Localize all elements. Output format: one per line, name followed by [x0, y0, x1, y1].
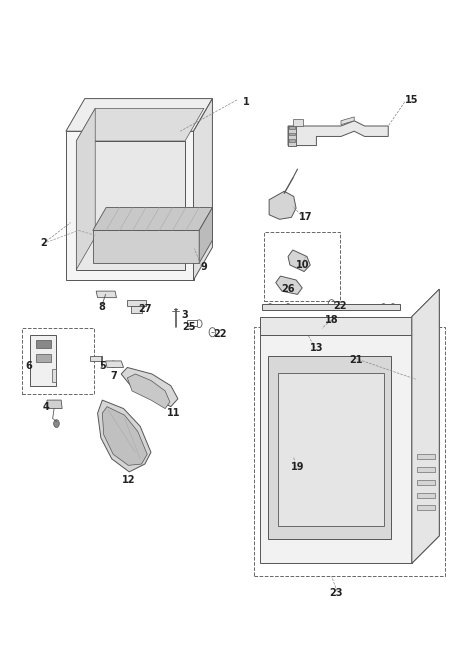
Polygon shape: [288, 250, 310, 271]
Text: 21: 21: [349, 354, 363, 365]
Polygon shape: [412, 289, 439, 563]
Polygon shape: [289, 133, 295, 135]
Polygon shape: [66, 99, 212, 131]
Circle shape: [391, 303, 395, 310]
Text: 13: 13: [310, 343, 323, 353]
Polygon shape: [30, 335, 56, 386]
Text: 1: 1: [243, 97, 250, 107]
Polygon shape: [262, 303, 400, 310]
Circle shape: [268, 303, 273, 310]
Text: 10: 10: [295, 260, 309, 270]
Polygon shape: [76, 109, 95, 269]
Polygon shape: [66, 131, 193, 280]
Text: 17: 17: [299, 213, 312, 222]
Text: 23: 23: [329, 588, 343, 598]
Polygon shape: [289, 139, 295, 142]
Polygon shape: [128, 300, 146, 306]
Text: 8: 8: [99, 302, 106, 313]
Polygon shape: [199, 207, 212, 263]
Circle shape: [71, 139, 78, 148]
Polygon shape: [96, 291, 117, 298]
Polygon shape: [193, 99, 212, 280]
Polygon shape: [187, 320, 197, 326]
Polygon shape: [412, 289, 439, 335]
Polygon shape: [288, 126, 296, 146]
Text: 7: 7: [111, 371, 118, 381]
Polygon shape: [52, 370, 56, 383]
Circle shape: [182, 139, 188, 148]
Polygon shape: [341, 117, 354, 125]
Polygon shape: [417, 454, 435, 459]
Polygon shape: [90, 356, 102, 361]
Text: 27: 27: [138, 303, 152, 314]
Circle shape: [209, 328, 216, 337]
Circle shape: [300, 131, 307, 142]
Text: 26: 26: [281, 284, 295, 294]
Polygon shape: [268, 356, 391, 539]
Circle shape: [54, 420, 59, 428]
Circle shape: [182, 264, 188, 273]
Polygon shape: [260, 335, 412, 563]
Circle shape: [196, 320, 202, 328]
Text: 22: 22: [214, 328, 227, 339]
Polygon shape: [36, 354, 51, 362]
Text: 2: 2: [40, 239, 46, 249]
Polygon shape: [417, 504, 435, 509]
Circle shape: [268, 322, 274, 330]
Text: 12: 12: [121, 475, 135, 485]
Text: 11: 11: [166, 408, 180, 418]
Polygon shape: [36, 340, 51, 348]
Polygon shape: [98, 400, 151, 472]
Text: 18: 18: [325, 315, 338, 326]
Polygon shape: [288, 121, 388, 146]
Text: 6: 6: [26, 361, 32, 371]
Circle shape: [71, 262, 82, 277]
Text: 15: 15: [405, 95, 419, 105]
Polygon shape: [260, 317, 412, 335]
Polygon shape: [293, 120, 303, 126]
Polygon shape: [47, 400, 62, 409]
Polygon shape: [417, 467, 435, 472]
Circle shape: [71, 264, 78, 273]
Polygon shape: [93, 207, 212, 230]
Text: 3: 3: [182, 310, 188, 320]
Polygon shape: [106, 361, 124, 368]
Polygon shape: [128, 374, 170, 409]
Circle shape: [277, 201, 284, 210]
Circle shape: [276, 322, 282, 330]
Circle shape: [286, 303, 291, 310]
Polygon shape: [269, 191, 296, 219]
Text: 4: 4: [42, 402, 49, 411]
Polygon shape: [121, 368, 178, 407]
Polygon shape: [102, 407, 147, 466]
Circle shape: [381, 303, 386, 310]
Polygon shape: [417, 480, 435, 485]
Text: 19: 19: [291, 462, 304, 472]
Circle shape: [71, 133, 82, 149]
Circle shape: [179, 133, 191, 149]
Circle shape: [179, 262, 191, 277]
Circle shape: [111, 361, 116, 368]
Text: 9: 9: [201, 262, 207, 272]
Text: 25: 25: [182, 322, 196, 332]
Polygon shape: [276, 276, 302, 294]
Polygon shape: [76, 109, 204, 141]
Circle shape: [328, 300, 335, 309]
Circle shape: [284, 322, 290, 330]
Polygon shape: [101, 356, 102, 366]
Polygon shape: [417, 492, 435, 498]
Text: 22: 22: [333, 301, 347, 311]
Polygon shape: [412, 307, 439, 563]
Polygon shape: [278, 373, 383, 526]
Polygon shape: [93, 230, 199, 263]
Polygon shape: [289, 126, 295, 129]
Text: 5: 5: [99, 361, 106, 371]
Polygon shape: [131, 306, 143, 313]
Polygon shape: [76, 141, 185, 269]
